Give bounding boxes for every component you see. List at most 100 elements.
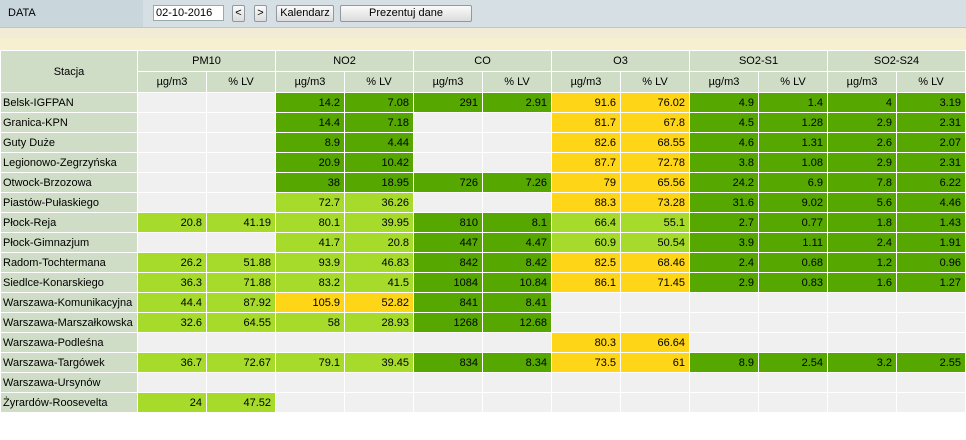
table-row: Warszawa-Podleśna 80.3 66.64 xyxy=(0,332,966,353)
concentration-cell xyxy=(827,392,898,413)
percent-lv-cell xyxy=(757,392,829,413)
percent-lv-cell xyxy=(206,92,276,113)
percent-lv-cell: 0.77 xyxy=(757,212,829,233)
concentration-cell xyxy=(137,152,207,173)
percent-lv-cell: 7.08 xyxy=(344,92,414,113)
concentration-cell xyxy=(275,332,345,353)
calendar-button[interactable]: Kalendarz xyxy=(276,5,334,22)
concentration-cell xyxy=(413,332,483,353)
percent-lv-cell xyxy=(896,392,966,413)
percent-lv-cell: 0.96 xyxy=(896,252,966,273)
concentration-cell xyxy=(275,392,345,413)
table-row: Otwock-Brzozowa 38 18.95 726 7.26 79 65.56 24.2… xyxy=(0,172,966,193)
station-name: Guty Duże xyxy=(0,132,138,153)
percent-lv-cell xyxy=(896,332,966,353)
concentration-cell: 842 xyxy=(413,252,483,273)
next-day-button[interactable]: > xyxy=(254,5,267,22)
concentration-cell: 2.9 xyxy=(827,152,898,173)
concentration-cell xyxy=(551,292,621,313)
percent-lv-cell: 68.46 xyxy=(620,252,690,273)
concentration-cell: 24.2 xyxy=(689,172,759,193)
percent-lv-cell: 3.19 xyxy=(896,92,966,113)
unit-header: % LV xyxy=(757,71,829,93)
station-name: Żyrardów-Roosevelta xyxy=(0,392,138,413)
concentration-cell: 26.2 xyxy=(137,252,207,273)
station-column-header: Stacja xyxy=(0,50,138,93)
percent-lv-cell: 50.54 xyxy=(620,232,690,253)
concentration-cell: 36.7 xyxy=(137,352,207,373)
concentration-cell: 3.8 xyxy=(689,152,759,173)
percent-lv-cell xyxy=(620,312,690,333)
table-body: Belsk-IGFPAN 14.2 7.08 291 2.91 91.6 76.02 4.9 1… xyxy=(0,92,966,413)
concentration-cell xyxy=(827,292,898,313)
table-row: Płock-Reja 20.8 41.19 80.1 39.95 810 8.1 66.4 55… xyxy=(0,212,966,233)
station-name: Płock-Reja xyxy=(0,212,138,233)
present-data-button[interactable]: Prezentuj dane xyxy=(340,5,472,22)
percent-lv-cell: 67.8 xyxy=(620,112,690,133)
percent-lv-cell: 1.11 xyxy=(757,232,829,253)
unit-header: % LV xyxy=(206,71,276,93)
date-toolbar: DATA < > Kalendarz Prezentuj dane xyxy=(0,0,966,28)
percent-lv-cell: 8.1 xyxy=(482,212,552,233)
concentration-cell: 2.6 xyxy=(827,132,898,153)
concentration-cell: 60.9 xyxy=(551,232,621,253)
percent-lv-cell: 41.5 xyxy=(344,272,414,293)
percent-lv-cell xyxy=(620,392,690,413)
unit-header: % LV xyxy=(344,71,414,93)
concentration-cell: 80.3 xyxy=(551,332,621,353)
table-row: Żyrardów-Roosevelta 24 47.52 xyxy=(0,392,966,413)
percent-lv-cell: 0.68 xyxy=(757,252,829,273)
station-name: Granica-KPN xyxy=(0,112,138,133)
percent-lv-cell: 2.31 xyxy=(896,112,966,133)
percent-lv-cell: 12.68 xyxy=(482,312,552,333)
concentration-cell xyxy=(689,312,759,333)
table-row: Legionowo-Zegrzyńska 20.9 10.42 87.7 72.78 3.… xyxy=(0,152,966,173)
concentration-cell: 4.5 xyxy=(689,112,759,133)
prev-day-button[interactable]: < xyxy=(232,5,245,22)
pollutant-header: SO2-S1 xyxy=(688,50,829,72)
concentration-cell xyxy=(551,392,621,413)
percent-lv-cell xyxy=(620,372,690,393)
station-name: Warszawa-Ursynów xyxy=(0,372,138,393)
concentration-cell: 14.4 xyxy=(275,112,345,133)
percent-lv-cell: 39.95 xyxy=(344,212,414,233)
percent-lv-cell: 1.28 xyxy=(757,112,829,133)
concentration-cell: 14.2 xyxy=(275,92,345,113)
concentration-cell: 2.9 xyxy=(689,272,759,293)
concentration-cell xyxy=(137,332,207,353)
percent-lv-cell: 2.55 xyxy=(896,352,966,373)
percent-lv-cell: 51.88 xyxy=(206,252,276,273)
concentration-cell: 2.9 xyxy=(827,112,898,133)
concentration-cell: 36.3 xyxy=(137,272,207,293)
pollutant-header-row: Stacja PM10 NO2 CO O3 SO2-S1 SO2-S24 xyxy=(0,50,966,93)
station-name: Płock-Gimnazjum xyxy=(0,232,138,253)
unit-header: µg/m3 xyxy=(827,71,898,93)
percent-lv-cell: 8.42 xyxy=(482,252,552,273)
concentration-cell: 841 xyxy=(413,292,483,313)
percent-lv-cell: 6.22 xyxy=(896,172,966,193)
concentration-cell: 20.9 xyxy=(275,152,345,173)
unit-header: % LV xyxy=(482,71,552,93)
concentration-cell: 88.3 xyxy=(551,192,621,213)
percent-lv-cell: 87.92 xyxy=(206,292,276,313)
percent-lv-cell xyxy=(896,312,966,333)
percent-lv-cell: 72.78 xyxy=(620,152,690,173)
percent-lv-cell xyxy=(206,112,276,133)
percent-lv-cell: 8.41 xyxy=(482,292,552,313)
concentration-cell: 1.6 xyxy=(827,272,898,293)
concentration-cell xyxy=(413,132,483,153)
date-input[interactable] xyxy=(153,5,224,21)
percent-lv-cell: 2.91 xyxy=(482,92,552,113)
date-label: DATA xyxy=(0,0,143,27)
percent-lv-cell xyxy=(620,292,690,313)
percent-lv-cell xyxy=(896,292,966,313)
concentration-cell: 4.9 xyxy=(689,92,759,113)
percent-lv-cell xyxy=(482,152,552,173)
percent-lv-cell xyxy=(206,132,276,153)
unit-header: µg/m3 xyxy=(413,71,483,93)
concentration-cell: 8.9 xyxy=(689,352,759,373)
concentration-cell: 79.1 xyxy=(275,352,345,373)
percent-lv-cell: 1.31 xyxy=(757,132,829,153)
table-row: Warszawa-Marszałkowska 32.6 64.55 58 28.93 12… xyxy=(0,312,966,333)
percent-lv-cell xyxy=(206,192,276,213)
